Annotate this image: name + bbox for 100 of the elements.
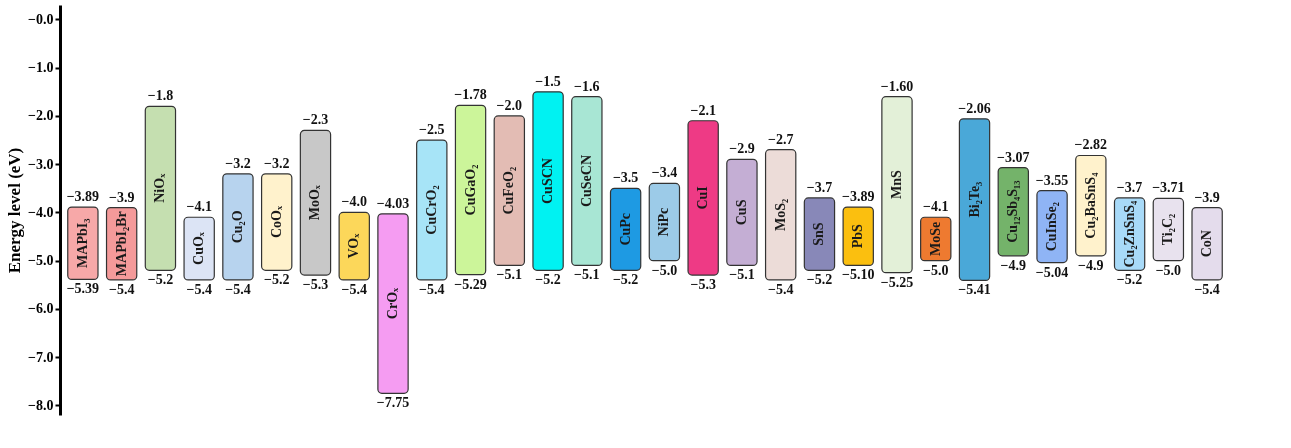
bar	[299, 129, 332, 276]
bar	[1152, 197, 1185, 262]
annotation: −5.04	[1035, 264, 1069, 280]
y-tick-label: −2.0	[28, 108, 54, 124]
annotation: −2.5	[419, 122, 445, 138]
bar	[222, 173, 254, 281]
x-tick-label: CuI	[695, 186, 711, 210]
annotation: −5.3	[302, 277, 329, 293]
x-tick-label: MAPbI₂Br	[113, 211, 129, 277]
x-tick-label: MoSe	[927, 221, 943, 257]
bar	[144, 105, 177, 271]
bar	[803, 197, 836, 271]
x-tick-label: CuSeCN	[578, 155, 594, 208]
x-tick-label: CoOₓ	[268, 205, 284, 239]
annotation: −5.4	[225, 281, 251, 297]
x-tick-label: SnS	[811, 222, 827, 246]
y-tick-label: −1.0	[28, 60, 54, 76]
annotation: −5.41	[958, 282, 991, 298]
x-tick-label: VOₓ	[346, 232, 362, 259]
bar	[609, 187, 642, 271]
annotation: −5.1	[496, 267, 523, 283]
annotation: −5.39	[66, 281, 100, 297]
bar	[726, 158, 758, 267]
annotation: −5.1	[574, 267, 600, 283]
annotation: −5.4	[419, 281, 445, 297]
x-tick-label: MoOₓ	[307, 184, 323, 221]
annotation: −1.60	[880, 78, 914, 94]
x-tick-label: CuSCN	[540, 158, 556, 205]
bar	[260, 173, 293, 271]
annotation: −5.0	[923, 262, 949, 278]
x-tick-label: Cu₂BaSnS₄	[1082, 171, 1098, 239]
annotation: −1.6	[574, 78, 600, 94]
bar	[764, 149, 797, 281]
x-tick-label: CuS	[733, 199, 749, 226]
bar	[1036, 190, 1068, 264]
annotation: −1.5	[535, 73, 561, 89]
y-tick-label: −5.0	[28, 253, 54, 269]
x-tick-label: CuInSe₂	[1044, 201, 1060, 252]
annotation: −4.1	[186, 199, 212, 215]
annotation: −3.89	[841, 189, 875, 205]
x-tick-label: MAPbI₃	[74, 218, 90, 268]
annotation: −5.2	[612, 272, 639, 288]
x-tick-label: MnS	[888, 170, 904, 200]
x-tick-label: Cu₂O	[229, 210, 245, 244]
y-tick-label: −6.0	[28, 301, 54, 317]
x-tick-label: Bi₂Te₃	[966, 181, 982, 218]
annotation: −2.0	[496, 97, 523, 113]
y-tick-label: −7.0	[28, 349, 54, 365]
bar	[881, 96, 913, 274]
annotation: −4.03	[376, 195, 410, 211]
bar	[687, 120, 719, 276]
y-tick-label: −0.0	[28, 11, 54, 27]
annotation: −4.1	[923, 199, 949, 215]
annotation: −7.75	[376, 395, 410, 411]
annotation: −1.78	[454, 87, 487, 103]
x-tick-label: CuPc	[617, 212, 633, 246]
y-tick-label: −4.0	[28, 204, 54, 220]
annotation: −3.55	[1035, 172, 1069, 188]
x-tick-label: PbS	[850, 224, 866, 249]
x-tick-label: CuGaO₂	[462, 164, 478, 216]
annotation: −3.9	[108, 189, 135, 205]
annotation: −5.2	[263, 272, 290, 288]
x-tick-label: Ti₂C₂	[1160, 213, 1176, 246]
x-tick-label: CrOₓ	[385, 286, 401, 320]
annotation: −2.06	[958, 100, 991, 116]
x-tick-label: Cu₂ZnSnS₄	[1121, 199, 1137, 268]
bar	[842, 206, 874, 267]
annotation: −3.5	[612, 170, 639, 186]
annotation: −2.1	[690, 102, 716, 118]
annotation: −3.2	[225, 155, 251, 171]
annotation: −5.4	[341, 281, 367, 297]
annotation: −5.0	[651, 262, 678, 278]
annotation: −4.9	[1078, 257, 1104, 273]
annotation: −5.4	[186, 281, 212, 297]
annotation: −3.89	[66, 189, 100, 205]
annotation: −5.0	[1155, 262, 1182, 278]
x-tick-label: CoN	[1199, 230, 1215, 258]
annotation: −5.2	[147, 272, 174, 288]
annotation: −5.4	[108, 281, 135, 297]
x-tick-label: CuFeO₂	[501, 166, 517, 215]
annotation: −2.3	[302, 112, 329, 128]
annotation: −5.2	[535, 272, 561, 288]
annotation: −1.8	[147, 88, 174, 104]
annotation: −3.7	[1116, 179, 1143, 195]
x-tick-label: NiOₓ	[152, 172, 168, 203]
annotation: −5.3	[690, 277, 716, 293]
annotation: −3.07	[997, 149, 1030, 165]
bar	[1191, 206, 1223, 281]
bar	[454, 104, 487, 276]
annotation: −5.2	[1116, 272, 1143, 288]
bar	[416, 139, 448, 281]
bar	[571, 96, 603, 267]
bar	[532, 91, 564, 271]
annotation: −3.71	[1152, 180, 1185, 196]
bar	[648, 182, 681, 262]
annotation: −5.25	[880, 274, 914, 290]
annotation: −3.4	[651, 165, 678, 181]
annotation: −2.9	[729, 141, 755, 157]
x-tick-label: Cu₁₂Sb₄S₁₃	[1005, 180, 1021, 243]
x-tick-label: CuCrO₂	[423, 185, 439, 235]
